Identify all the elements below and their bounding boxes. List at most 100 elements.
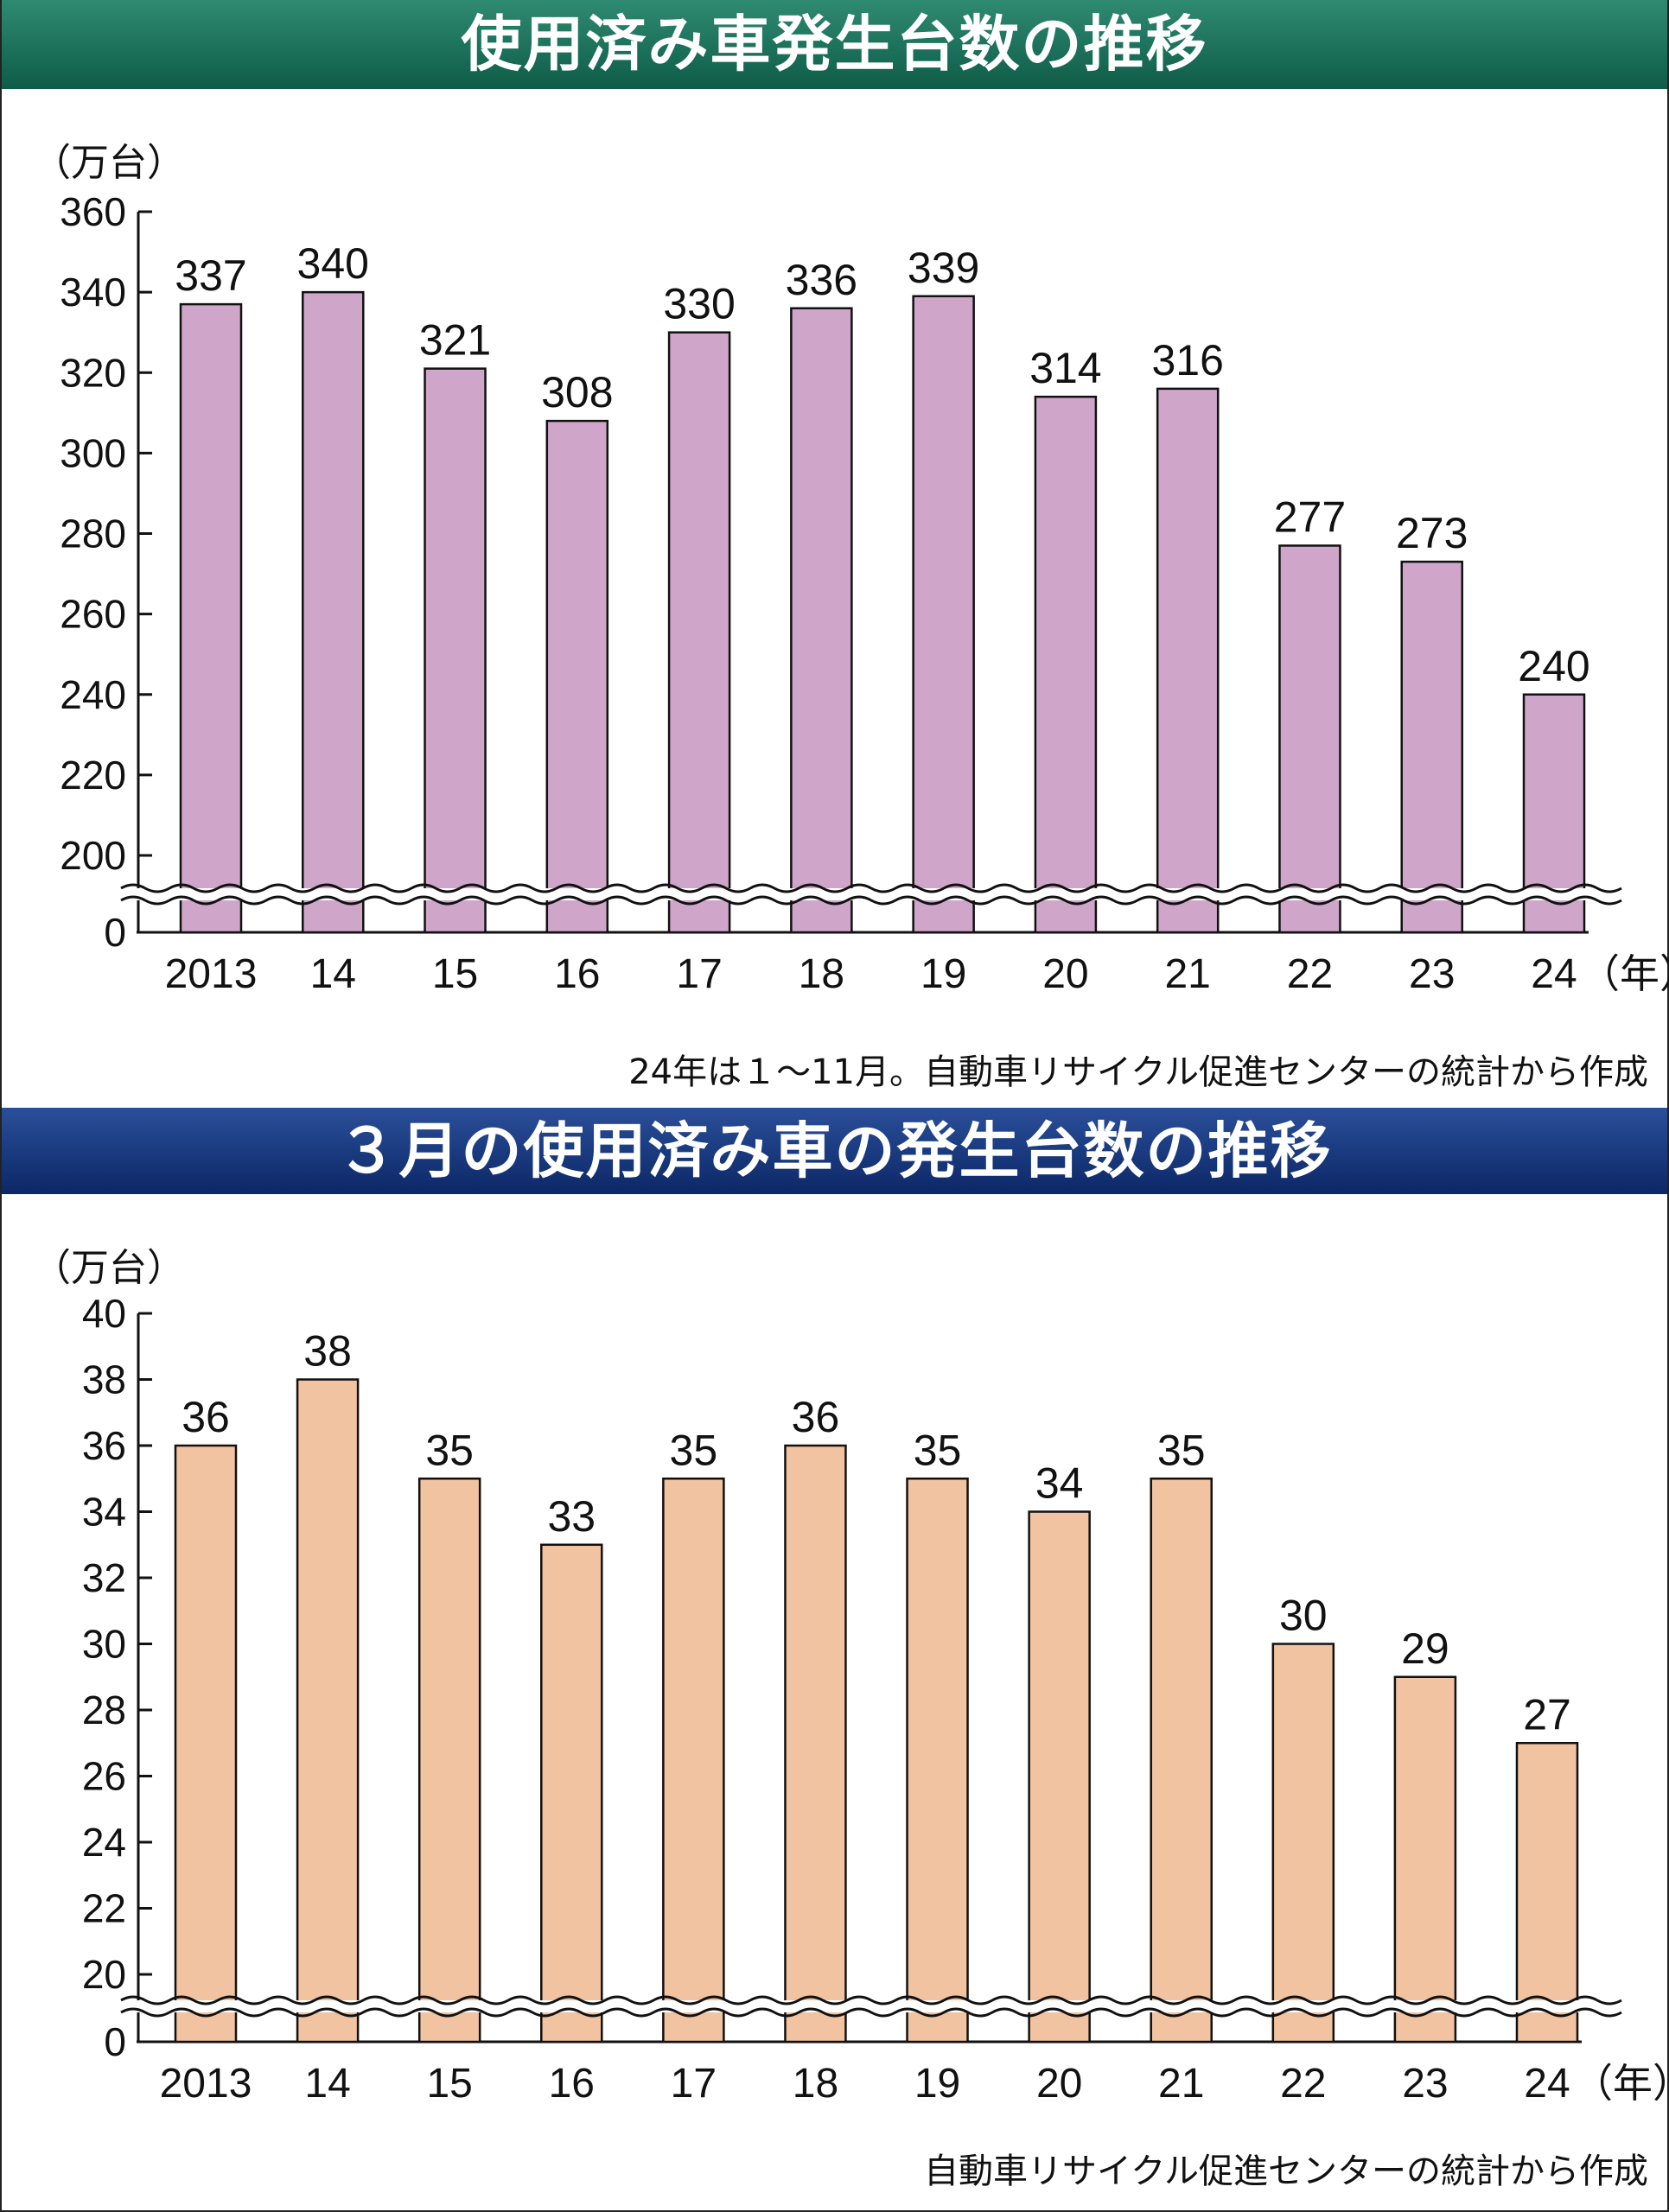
chart2-y-tick-label: 24 bbox=[82, 1820, 126, 1865]
chart1-bar-value-label: 339 bbox=[908, 244, 979, 292]
chart1-x-tick-label: 16 bbox=[554, 951, 600, 997]
chart1-bar-value-label: 240 bbox=[1518, 642, 1589, 690]
chart1-bar-value-label: 337 bbox=[175, 251, 246, 300]
chart2-bar-value-label: 36 bbox=[792, 1393, 840, 1441]
chart2-y-tick-label: 36 bbox=[82, 1423, 126, 1468]
chart1-title: 使用済み車発生台数の推移 bbox=[2, 0, 1667, 89]
chart1-bar bbox=[302, 290, 365, 934]
chart1-bar bbox=[424, 367, 487, 934]
chart1-bar-value-label: 308 bbox=[541, 368, 613, 416]
chart1-y-tick-label: 280 bbox=[60, 512, 126, 556]
chart1-y-tick-label: 240 bbox=[60, 672, 126, 717]
chart1-y-tick-label: 220 bbox=[60, 753, 126, 798]
chart2-y-tick-label: 40 bbox=[82, 1291, 126, 1336]
chart1-y-tick-label: 200 bbox=[60, 833, 126, 878]
chart2-bar bbox=[906, 1478, 969, 2044]
chart1-axis-break-line-upper bbox=[120, 883, 1622, 893]
chart1-y-unit-label: （万台） bbox=[33, 142, 185, 184]
chart2-plot: （万台） 0 20 22 24 26 28 30 32 34 36 38 40 36 2013 38 14 35 1… bbox=[33, 1247, 1669, 2107]
chart2-x-tick-label: 18 bbox=[793, 2061, 838, 2107]
chart1-bar bbox=[179, 302, 243, 934]
chart1-bar bbox=[1034, 395, 1098, 934]
chart2-y-tick-label: 30 bbox=[82, 1622, 126, 1667]
chart2-bar-value-label: 29 bbox=[1401, 1624, 1449, 1673]
chart2-bar bbox=[1271, 1643, 1335, 2044]
chart2-bar bbox=[174, 1444, 238, 2044]
chart2-bar-value-label: 36 bbox=[182, 1393, 230, 1441]
chart1-bar bbox=[1156, 387, 1220, 934]
chart1-y-tick-label: 300 bbox=[60, 430, 126, 475]
chart1-x-tick-label: 24 bbox=[1531, 951, 1577, 997]
chart2-bar-value-label: 27 bbox=[1523, 1690, 1571, 1738]
chart1-y-tick-label: 340 bbox=[60, 270, 126, 315]
chart1-y-tick-label: 260 bbox=[60, 592, 126, 637]
chart2-bar bbox=[1515, 1742, 1579, 2044]
chart1-bar-value-label: 273 bbox=[1396, 509, 1468, 557]
chart1-axis-break-line-lower bbox=[120, 895, 1622, 906]
chart2-x-tick-label: 24 bbox=[1524, 2061, 1570, 2107]
chart2-x-tick-label: 23 bbox=[1402, 2061, 1448, 2107]
chart2-axis-break-line-lower bbox=[120, 2007, 1622, 2018]
chart2-x-unit-label: （年） bbox=[1573, 2061, 1669, 2106]
chart1-x-tick-label: 21 bbox=[1164, 951, 1210, 997]
chart2-bar-value-label: 33 bbox=[547, 1492, 596, 1541]
chart1-plot: （万台） 0 200 220 240 260 280 300 320 340 360 337 2013 3… bbox=[33, 142, 1669, 997]
chart1-bar bbox=[545, 419, 609, 934]
chart2-bar bbox=[1028, 1510, 1091, 2044]
chart2-x-tick-label: 16 bbox=[549, 2061, 595, 2107]
chart2-y-tick-label: 32 bbox=[82, 1555, 126, 1600]
chart2-bar-value-label: 35 bbox=[425, 1426, 474, 1474]
chart1-y-tick-label: 360 bbox=[60, 189, 126, 234]
chart1-x-tick-label: 14 bbox=[310, 951, 356, 997]
chart1-x-tick-label: 22 bbox=[1287, 951, 1333, 997]
chart2-bar-value-label: 30 bbox=[1279, 1592, 1328, 1640]
chart1-x-tick-label: 15 bbox=[432, 951, 478, 997]
chart1-x-tick-label: 20 bbox=[1042, 951, 1088, 997]
chart1-bar bbox=[667, 331, 731, 934]
chart2-x-tick-label: 2013 bbox=[160, 2061, 252, 2107]
chart1-bar-value-label: 336 bbox=[786, 256, 857, 304]
chart2-bar bbox=[662, 1478, 725, 2044]
chart2-bar bbox=[417, 1478, 481, 2044]
chart1-x-unit-label: （年） bbox=[1580, 951, 1669, 996]
chart2-x-tick-label: 14 bbox=[304, 2061, 350, 2107]
chart2-bar bbox=[1393, 1675, 1457, 2044]
chart2-y-tick-label: 28 bbox=[82, 1688, 126, 1732]
chart2-title: ３月の使用済み車の発生台数の推移 bbox=[2, 1108, 1667, 1194]
chart2-x-tick-label: 19 bbox=[914, 2061, 960, 2107]
chart1-x-tick-label: 18 bbox=[799, 951, 844, 997]
chart1-x-tick-label: 23 bbox=[1409, 951, 1455, 997]
chart2-y-tick-label: 38 bbox=[82, 1357, 126, 1402]
chart2-x-tick-label: 15 bbox=[426, 2061, 472, 2107]
chart1-bar bbox=[1278, 544, 1341, 934]
chart2-y-unit-label: （万台） bbox=[33, 1247, 185, 1289]
chart1-bar-value-label: 316 bbox=[1151, 336, 1223, 385]
chart2-bar-value-label: 35 bbox=[1157, 1426, 1206, 1474]
chart2-bar bbox=[784, 1444, 847, 2044]
chart2-bar-value-label: 35 bbox=[914, 1426, 962, 1474]
chart2-x-tick-label: 17 bbox=[671, 2061, 717, 2107]
chart1-x-tick-label: 19 bbox=[920, 951, 966, 997]
chart2-x-tick-label: 22 bbox=[1280, 2061, 1326, 2107]
chart2-x-tick-label: 20 bbox=[1036, 2061, 1082, 2107]
chart1-y-tick-label: 320 bbox=[60, 350, 126, 395]
chart1-bar-value-label: 277 bbox=[1274, 493, 1346, 541]
chart1-bar-value-label: 314 bbox=[1029, 344, 1101, 392]
chart1-y-tick-label: 0 bbox=[104, 910, 126, 955]
chart2-y-tick-label: 0 bbox=[104, 2019, 126, 2064]
chart1-x-tick-label: 17 bbox=[676, 951, 722, 997]
chart1-bar bbox=[912, 295, 975, 934]
chart1-x-tick-label: 2013 bbox=[165, 951, 258, 997]
chart2-bar bbox=[540, 1543, 603, 2044]
chart2-bar-value-label: 38 bbox=[303, 1327, 352, 1376]
chart1-bar-value-label: 340 bbox=[297, 239, 369, 288]
chart1-bar-value-label: 321 bbox=[419, 316, 491, 365]
chart1-source-note: 24年は１～11月。自動車リサイクル促進センターの統計から作成 bbox=[628, 1052, 1648, 1092]
chart1-bar bbox=[790, 307, 853, 934]
chart1-bar-value-label: 330 bbox=[663, 280, 735, 328]
chart2-bar bbox=[296, 1378, 360, 2044]
chart2-bar-value-label: 34 bbox=[1035, 1459, 1084, 1508]
chart2-source-note: 自動車リサイクル促進センターの統計から作成 bbox=[924, 2152, 1648, 2191]
chart2-bar bbox=[1150, 1478, 1213, 2044]
chart2-x-tick-label: 21 bbox=[1158, 2061, 1204, 2107]
